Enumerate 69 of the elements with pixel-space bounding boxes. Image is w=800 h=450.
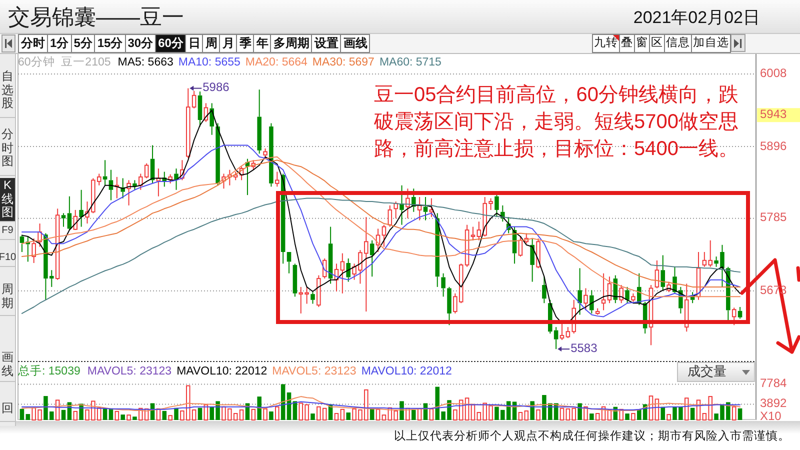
candlestick bbox=[61, 212, 66, 228]
y-axis-title: X10 bbox=[760, 409, 782, 424]
text: 画线 bbox=[1, 350, 14, 378]
candlestick bbox=[79, 189, 84, 228]
text: 叠 bbox=[619, 34, 635, 53]
text: MA60: 5715 bbox=[379, 56, 442, 68]
text: 周 bbox=[202, 34, 220, 53]
line-series bbox=[21, 401, 741, 410]
text: 以上仅代表分析师个人观点不构成任何操作建议；期市有风险入市需谨慎。 bbox=[394, 430, 790, 444]
text: 分时图 bbox=[1, 127, 14, 169]
annotation: 5583 bbox=[570, 341, 598, 356]
text: 5943 bbox=[757, 107, 800, 122]
text: 设置 bbox=[311, 34, 342, 53]
text: MA10: 5655 bbox=[178, 56, 240, 68]
y-tick-label: 5785 bbox=[760, 210, 787, 226]
y-tick-label: 5896 bbox=[760, 138, 787, 154]
text: 日 bbox=[185, 34, 204, 53]
legend-label: MAVOL10: 22012 bbox=[176, 365, 268, 377]
text: 交易锦囊——豆一 bbox=[8, 4, 184, 30]
text: 自选股 bbox=[1, 69, 14, 111]
annotation: 成交量 bbox=[688, 364, 726, 380]
candlestick bbox=[269, 122, 274, 188]
text: MAVOL10: 22012 bbox=[361, 365, 452, 377]
text: 2021年02月02日 bbox=[633, 8, 760, 28]
text: 九转 bbox=[592, 34, 620, 53]
text: MAVOL5: 23123 bbox=[272, 365, 356, 377]
text: 30分 bbox=[124, 34, 156, 53]
text: 多周期 bbox=[270, 34, 312, 53]
text: 周期 bbox=[1, 282, 14, 310]
candlestick bbox=[174, 168, 178, 190]
text: F9 bbox=[2, 224, 14, 236]
line-series bbox=[21, 396, 741, 412]
candlestick bbox=[590, 290, 594, 314]
text: 窗 bbox=[634, 34, 650, 53]
line-series bbox=[21, 198, 741, 314]
text: 画线 bbox=[340, 34, 370, 53]
legend-title: 60分钟 豆一2105 bbox=[18, 55, 111, 70]
text: MA20: 5664 bbox=[245, 56, 308, 68]
text: 回 bbox=[1, 400, 14, 416]
text: 区 bbox=[649, 34, 665, 53]
candlestick bbox=[435, 212, 440, 288]
annotation: 5986 bbox=[202, 80, 230, 96]
candlestick bbox=[310, 292, 315, 304]
text: MA5: 5663 bbox=[118, 56, 174, 68]
text: 信息 bbox=[664, 34, 692, 53]
text: 月 bbox=[219, 34, 238, 53]
text: 60分 bbox=[155, 34, 186, 53]
text: 季 bbox=[236, 34, 254, 53]
text: K线图 bbox=[1, 178, 14, 220]
legend-label: MAVOL5: 23123 bbox=[87, 365, 172, 377]
annotation: 豆一05合约目前高位，60分钟线横向，跌破震荡区间下沿，走弱。短线5700做空思路，前高注意止损，目标位：5400一线。 bbox=[374, 83, 740, 162]
text: 分时 bbox=[18, 34, 48, 53]
legend-title: 总手: 15039 bbox=[18, 364, 80, 378]
candlestick bbox=[292, 263, 298, 298]
y-tick-label: 6008 bbox=[760, 66, 787, 81]
text: 1分 bbox=[47, 34, 72, 53]
y-tick-label: 3892 bbox=[760, 396, 787, 412]
text: F10 bbox=[0, 252, 16, 264]
text: 年 bbox=[253, 34, 272, 53]
text: MA30: 5697 bbox=[312, 56, 374, 68]
candlestick bbox=[530, 238, 534, 282]
y-tick-label: 7784 bbox=[760, 376, 787, 392]
candlestick bbox=[601, 272, 606, 311]
text: 加自选 bbox=[691, 34, 731, 53]
candlestick bbox=[578, 268, 582, 316]
text: 5分 bbox=[70, 34, 96, 53]
candlestick bbox=[370, 240, 374, 278]
text: 15分 bbox=[94, 34, 126, 53]
candlestick bbox=[257, 89, 262, 154]
